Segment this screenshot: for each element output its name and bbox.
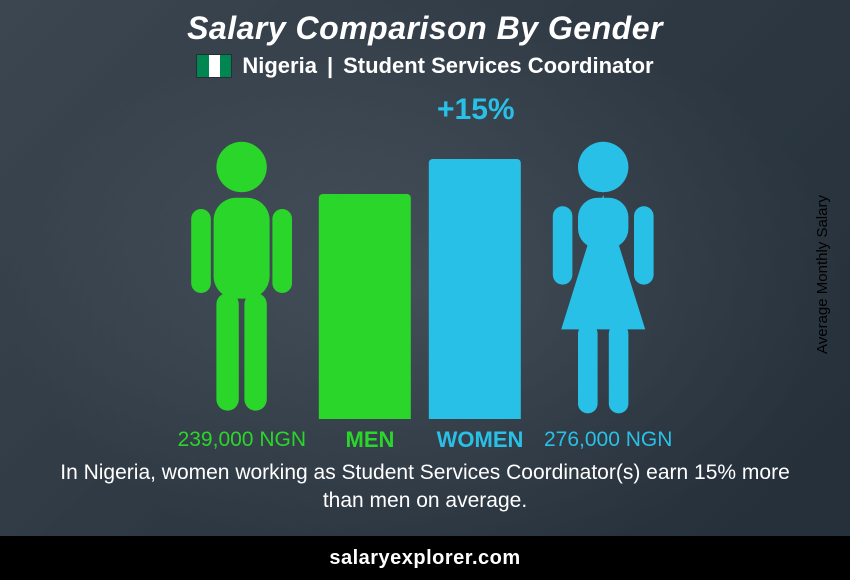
y-axis-label: Average Monthly Salary	[814, 195, 831, 354]
woman-icon	[538, 139, 667, 419]
man-icon	[183, 139, 301, 419]
subtitle-row: Nigeria | Student Services Coordinator	[0, 53, 850, 79]
bar-women	[428, 159, 520, 419]
country-label: Nigeria	[242, 53, 317, 79]
y-axis-label-wrap: Average Monthly Salary	[812, 89, 832, 459]
footer: salaryexplorer.com	[0, 536, 850, 580]
bar-men	[318, 194, 410, 419]
women-salary: 276,000 NGN	[544, 428, 672, 452]
summary-text: In Nigeria, women working as Student Ser…	[0, 459, 850, 516]
labels-row: 239,000 NGN MEN WOMEN 276,000 NGN	[178, 427, 673, 453]
women-label: WOMEN	[434, 427, 526, 453]
chart-area: +15% 239,000 NGN MEN WOMEN 276,000 NGN A…	[0, 89, 850, 459]
men-label: MEN	[324, 427, 416, 453]
role-label: Student Services Coordinator	[343, 53, 654, 79]
men-salary: 239,000 NGN	[178, 428, 306, 452]
flag-icon	[196, 54, 232, 78]
separator: |	[327, 53, 333, 79]
page-title: Salary Comparison By Gender	[0, 0, 850, 47]
chart-center	[183, 139, 667, 419]
percent-diff-label: +15%	[437, 93, 515, 127]
